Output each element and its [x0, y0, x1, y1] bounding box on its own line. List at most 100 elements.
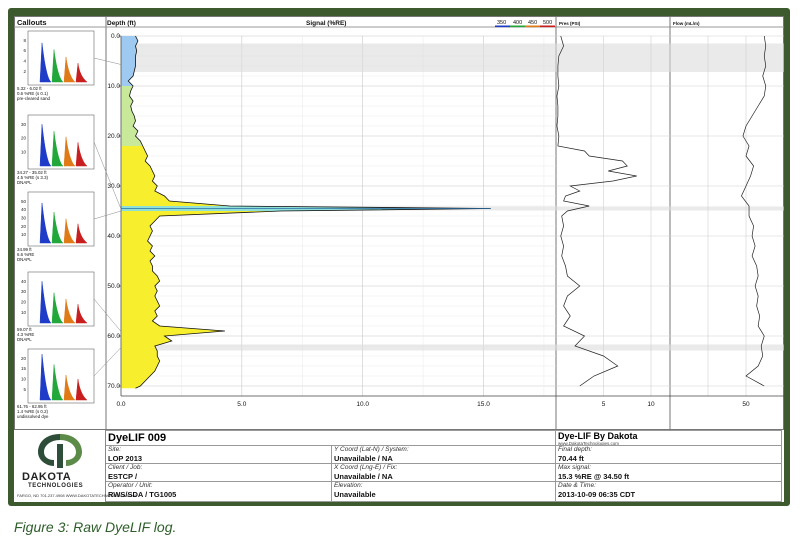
logo-mark-icon — [38, 434, 82, 468]
signal-area-segment — [121, 126, 138, 131]
max-signal-label: Max signal: — [558, 464, 591, 471]
flow-x-axis: 50 — [742, 401, 750, 408]
signal-header: Signal (%RE) — [306, 20, 346, 27]
signal-area-segment — [121, 36, 138, 41]
log-chart: Callouts Depth (ft) Signal (%RE) Pres (P… — [14, 16, 784, 430]
signal-x-tick-label: 5.0 — [237, 401, 246, 408]
highlight-band — [121, 344, 556, 351]
flow-trace — [741, 35, 767, 387]
signal-area-segment — [121, 196, 170, 201]
signal-area-segment — [121, 91, 131, 96]
callout-y-tick-label: 10 — [21, 150, 27, 155]
waveform-peak — [75, 223, 88, 244]
signal-area-segment — [121, 346, 158, 351]
callout-panel: 5 10 15 20 61.76 - 62.95 ft1.4 %RE (s 0.2)un… — [17, 348, 95, 419]
signal-area-segment — [121, 151, 148, 156]
callout-text: pre-cleared sand — [17, 96, 51, 101]
max-signal-value: 15.3 %RE @ 34.50 ft — [558, 472, 630, 481]
signal-area-segment — [121, 76, 134, 81]
legend-500: 500 — [543, 20, 552, 26]
waveform-peak — [51, 212, 64, 244]
log-sheet: Callouts Depth (ft) Signal (%RE) Pres (P… — [14, 16, 784, 502]
flow-x-tick-label: 50 — [742, 401, 750, 408]
date-cell: Date & Time: 2013-10-09 06:35 CDT — [556, 482, 782, 502]
waveform-peak — [75, 304, 88, 324]
signal-fill — [121, 36, 491, 389]
callout-y-tick-label: 30 — [21, 215, 27, 220]
pres-x-axis: 5 10 — [602, 401, 655, 408]
signal-area-segment — [121, 386, 141, 389]
callout-text: 34.27 - 35.02 ft — [17, 170, 47, 175]
highlight-band — [670, 43, 784, 72]
signal-area-segment — [121, 66, 136, 71]
waveform-peak — [63, 374, 76, 401]
callout-frame — [27, 348, 95, 404]
log-title-cell: DyeLIF 009 — [106, 430, 556, 446]
signal-area-segment — [121, 331, 225, 336]
signal-area-segment — [121, 301, 160, 306]
waveform-peak — [39, 124, 52, 167]
xcoord-value: Unavailable / NA — [334, 472, 393, 481]
signal-area-segment — [121, 201, 230, 206]
site-cell: Site: LOP 2013 — [106, 446, 332, 464]
depth-tick-label: 40.0 — [107, 233, 120, 240]
callout-y-tick-label: 4 — [23, 59, 26, 64]
signal-x-axis: 0.0 5.0 10.0 15.0 — [116, 395, 556, 408]
legend-bar-450 — [525, 25, 540, 28]
callout-panel: 10 20 30 34.27 - 35.02 ft4.5 %RE (s 3.3)DNA… — [17, 114, 95, 185]
waveform-peak — [51, 131, 64, 167]
callout-y-tick-label: 20 — [21, 136, 27, 141]
callout-text: 4.3 %RE — [17, 332, 34, 337]
date-label: Date & Time: — [558, 482, 596, 489]
signal-area-segment — [121, 208, 491, 211]
legend-bar-400 — [510, 25, 525, 28]
signal-area-segment — [121, 176, 155, 181]
depth-axis: 0.0 10.0 20.0 30.0 40.0 50.0 60.0 70.0 — [107, 33, 122, 396]
callout-text: 59.07 ft — [17, 327, 32, 332]
waveform-peak — [75, 63, 88, 83]
signal-grid — [120, 35, 556, 397]
signal-area-segment — [121, 316, 158, 321]
signal-area-segment — [121, 46, 137, 51]
callout-leader — [93, 347, 122, 377]
flow-grid — [670, 35, 784, 397]
logo-contact: FARGO, ND 701.237.4908 WWW.DAKOTATECHNOL… — [17, 493, 136, 498]
callout-y-tick-label: 40 — [21, 279, 27, 284]
pressure-line — [556, 35, 637, 387]
signal-area-segment — [121, 376, 150, 381]
operator-cell: Operator / Unit: RWS/SDA / TG1005 — [106, 482, 332, 502]
callout-y-tick-label: 30 — [21, 289, 27, 294]
signal-area-segment — [121, 361, 160, 366]
signal-area-segment — [121, 286, 158, 291]
signal-area-segment — [121, 141, 143, 146]
callout-text: undissolved dye — [17, 414, 49, 419]
brand-url: www.DakotaTechnologies.com — [558, 441, 620, 446]
callout-y-tick-label: 50 — [21, 199, 27, 204]
callout-text: 34.99 ft — [17, 247, 32, 252]
signal-area-segment — [121, 86, 134, 91]
client-cell: Client / Job: ESTCP / — [106, 464, 332, 482]
callout-text: 4.5 %RE (s 3.3) — [17, 175, 49, 180]
operator-value: RWS/SDA / TG1005 — [108, 490, 177, 499]
signal-x-tick-label: 15.0 — [477, 401, 490, 408]
xcoord-label: X Coord (Lng-E) / Fix: — [334, 464, 398, 471]
callout-leader — [93, 298, 122, 332]
signal-area-segment — [121, 121, 136, 126]
logo-name: DAKOTA — [22, 471, 72, 483]
signal-area-segment — [121, 41, 138, 46]
callout-y-tick-label: 40 — [21, 207, 27, 212]
signal-area-segment — [121, 161, 150, 166]
callout-text: DNAPL — [17, 257, 32, 262]
elevation-cell: Elevation: Unavailable — [332, 482, 556, 502]
signal-area-segment — [121, 371, 155, 376]
callout-y-tick-label: 10 — [21, 232, 27, 237]
brand-name: Dye-LIF By Dakota — [558, 431, 638, 441]
waveform-peak — [39, 354, 52, 401]
signal-area-segment — [121, 341, 172, 346]
dakota-logo: DAKOTA TECHNOLOGIES FARGO, ND 701.237.49… — [14, 430, 136, 502]
signal-area-segment — [121, 296, 158, 301]
signal-area-segment — [121, 131, 138, 136]
signal-area-segment — [121, 71, 135, 76]
callout-text: 61.76 - 62.95 ft — [17, 404, 47, 409]
